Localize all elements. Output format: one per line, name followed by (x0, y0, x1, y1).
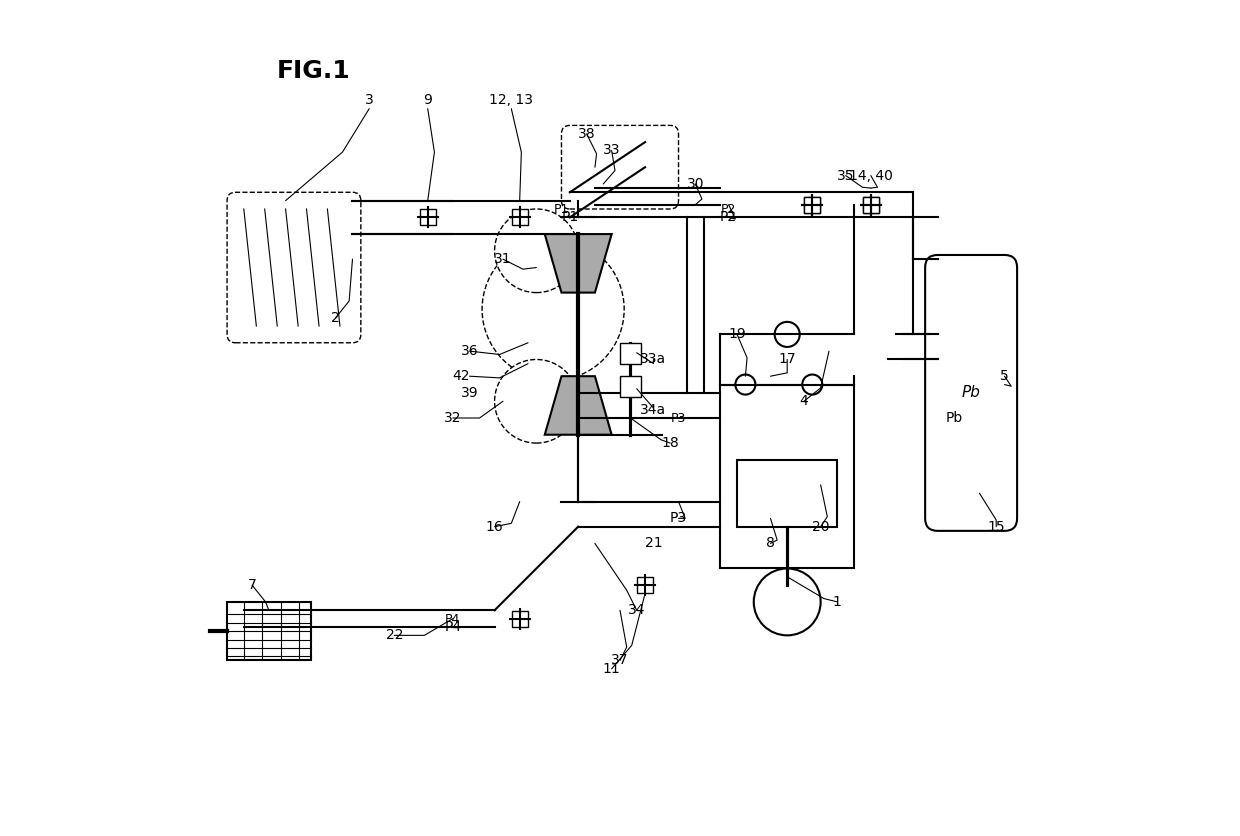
Text: P2: P2 (720, 203, 737, 217)
Circle shape (495, 359, 578, 443)
Text: P3: P3 (670, 512, 687, 525)
Text: 33: 33 (603, 144, 620, 157)
Text: 19: 19 (728, 328, 746, 341)
Text: P2: P2 (720, 211, 738, 224)
Text: 39: 39 (461, 386, 479, 400)
Text: 17: 17 (779, 353, 796, 366)
Bar (512, 209, 528, 226)
Text: 37: 37 (611, 654, 629, 667)
Text: 21: 21 (645, 537, 662, 550)
Text: 9: 9 (423, 94, 433, 107)
FancyBboxPatch shape (562, 125, 678, 209)
Text: 35: 35 (837, 169, 854, 182)
Text: 42: 42 (453, 370, 470, 383)
Text: 32: 32 (444, 411, 461, 425)
Bar (227, 602, 311, 660)
Text: 16: 16 (486, 520, 503, 533)
Bar (805, 196, 821, 213)
Text: 12, 13: 12, 13 (490, 94, 533, 107)
Text: Pb: Pb (962, 385, 981, 400)
Text: P3: P3 (671, 412, 686, 426)
Text: P1: P1 (554, 203, 569, 217)
Bar (637, 577, 653, 594)
Text: 34a: 34a (640, 403, 667, 416)
Circle shape (775, 322, 800, 347)
Bar (863, 196, 879, 213)
Text: FIG.1: FIG.1 (278, 59, 351, 83)
Polygon shape (544, 376, 611, 435)
Circle shape (802, 375, 822, 395)
Text: 31: 31 (495, 252, 512, 266)
Text: P4: P4 (444, 620, 461, 634)
Circle shape (482, 238, 624, 380)
Text: 36: 36 (461, 344, 479, 358)
Circle shape (495, 209, 578, 293)
Text: 22: 22 (386, 629, 403, 642)
Text: 20: 20 (812, 520, 830, 533)
Text: P4: P4 (445, 613, 460, 626)
Circle shape (754, 568, 821, 635)
Text: 11: 11 (603, 662, 620, 675)
Bar (805, 196, 821, 213)
Text: 34: 34 (627, 604, 646, 617)
Bar (419, 209, 435, 226)
Text: 15: 15 (987, 520, 1004, 533)
Circle shape (735, 375, 755, 395)
FancyBboxPatch shape (227, 192, 361, 343)
Text: 3: 3 (365, 94, 373, 107)
Text: 1: 1 (833, 595, 842, 609)
Bar (512, 610, 528, 627)
Bar (620, 376, 641, 397)
Text: 5: 5 (1001, 370, 1009, 383)
Bar (863, 196, 879, 213)
Text: 33a: 33a (640, 353, 667, 366)
FancyBboxPatch shape (925, 255, 1017, 531)
Polygon shape (544, 234, 611, 293)
Text: 38: 38 (578, 127, 595, 140)
Text: P1: P1 (562, 211, 579, 224)
Text: 14, 40: 14, 40 (849, 169, 893, 182)
Text: 4: 4 (800, 395, 808, 408)
Text: 30: 30 (687, 177, 704, 191)
Text: 18: 18 (661, 436, 680, 450)
Bar (737, 460, 837, 527)
Text: 8: 8 (766, 537, 775, 550)
Text: Pb: Pb (946, 411, 963, 425)
Bar (620, 343, 641, 364)
Bar (720, 385, 854, 568)
Text: 7: 7 (248, 579, 257, 592)
Text: 2: 2 (331, 311, 340, 324)
